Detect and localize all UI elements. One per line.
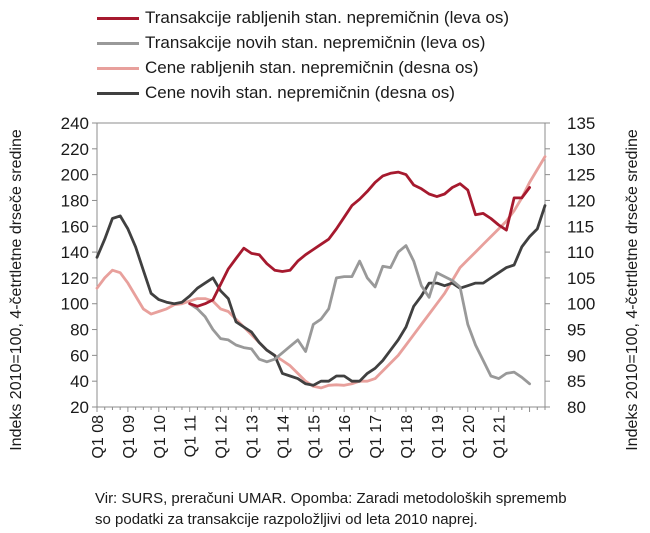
source-note-line-1: Vir: SURS, preračuni UMAR. Opomba: Zarad… [95, 490, 567, 507]
x-tick-label: Q1 17 [368, 415, 385, 459]
legend-swatch [97, 41, 139, 45]
legend-swatch [97, 16, 139, 20]
series-lines [95, 155, 547, 390]
y-right-tick-label: 115 [567, 217, 594, 236]
y-right-tick-label: 135 [567, 114, 595, 133]
y-right-tick-label: 130 [567, 140, 595, 159]
y-right-tick-label: 125 [567, 166, 595, 185]
y-left-tick-label: 120 [61, 269, 89, 288]
y-left-tick-label: 180 [61, 191, 89, 210]
x-tick-label: Q1 12 [214, 415, 231, 459]
y-left-tick-label: 240 [61, 114, 89, 133]
y-left-tick-label: 160 [61, 217, 89, 236]
y-right-tick-label: 110 [567, 243, 594, 262]
legend-label: Cene rabljenih stan. nepremičnin (desna … [145, 58, 479, 77]
y-left-tick-label: 140 [61, 243, 89, 262]
axes [92, 122, 550, 412]
x-tick-label: Q1 18 [399, 415, 416, 459]
y-axis-label-left: Indeks 2010=100, 4-četrtletne drseče sre… [8, 129, 25, 451]
legend-item-novi-transakcije: Transakcije novih stan. nepremičnin (lev… [97, 32, 485, 54]
y-left-tick-label: 220 [61, 140, 89, 159]
legend-item-novi-cene: Cene novih stan. nepremičnin (desna os) [97, 82, 455, 104]
legend-label: Transakcije rabljenih stan. nepremičnin … [145, 8, 510, 27]
x-tick-label: Q1 11 [183, 415, 200, 458]
y-right-tick-label: 95 [567, 321, 586, 340]
series-line-0 [188, 170, 531, 308]
legend-label: Transakcije novih stan. nepremičnin (lev… [145, 33, 486, 52]
x-tick-label: Q1 09 [121, 415, 138, 459]
series-line-1 [188, 244, 531, 386]
y-left-tick-label: 60 [70, 346, 89, 365]
series-line-2 [95, 155, 547, 390]
y-left-tick-label: 100 [61, 295, 89, 314]
y-left-tick-label: 200 [61, 166, 89, 185]
source-note-line-2: so podatki za transakcije razpoložljivi … [95, 511, 478, 528]
series-line-3 [95, 204, 547, 387]
y-right-tick-label: 90 [567, 346, 586, 365]
x-tick-label: Q1 21 [492, 415, 509, 459]
y-left-tick-label: 80 [70, 321, 89, 340]
x-tick-label: Q1 10 [152, 415, 169, 459]
plot-frame [96, 122, 546, 408]
y-right-tick-label: 85 [567, 372, 586, 391]
y-right-tick-label: 100 [567, 295, 595, 314]
x-tick-label: Q1 20 [461, 415, 478, 459]
y-left-tick-label: 20 [70, 398, 89, 417]
legend-item-rabljeni-cene: Cene rabljenih stan. nepremičnin (desna … [97, 57, 479, 79]
y-axis-label-right: Indeks 2010=100, 4-četrtletne drseče sre… [624, 129, 641, 451]
y-right-tick-label: 120 [567, 191, 595, 210]
x-tick-label: Q1 16 [337, 415, 354, 459]
y-right-tick-label: 80 [567, 398, 586, 417]
source-note: Vir: SURS, preračuni UMAR. Opomba: Zarad… [95, 488, 640, 530]
legend-swatch [97, 91, 139, 95]
x-tick-label: Q1 13 [244, 415, 261, 459]
x-tick-label: Q1 15 [306, 415, 323, 459]
legend-label: Cene novih stan. nepremičnin (desna os) [145, 83, 455, 102]
x-tick-label: Q1 14 [275, 415, 292, 459]
tick-labels: 20 40 60 80 100 120 140 160 180 200 220 240 80 85 90 95… [61, 114, 596, 459]
legend-item-rabljeni-transakcije: Transakcije rabljenih stan. nepremičnin … [97, 7, 509, 29]
x-tick-label: Q1 08 [90, 415, 107, 459]
x-tick-label: Q1 19 [430, 415, 447, 459]
y-right-tick-label: 105 [567, 269, 595, 288]
y-left-tick-label: 40 [70, 372, 89, 391]
legend-swatch [97, 66, 139, 70]
